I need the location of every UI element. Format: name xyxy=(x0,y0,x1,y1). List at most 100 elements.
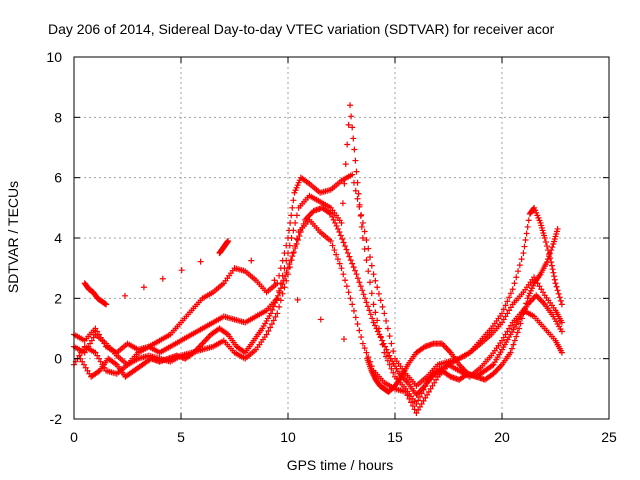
data-point-interp xyxy=(415,397,422,404)
data-point xyxy=(285,250,291,257)
data-point-interp xyxy=(272,313,279,320)
data-point xyxy=(558,301,565,308)
data-point xyxy=(379,337,386,344)
data-point-interp xyxy=(433,376,440,383)
data-point-interp xyxy=(358,334,365,341)
data-point-interp xyxy=(78,349,85,356)
data-point-interp xyxy=(386,352,393,359)
data-point-interp xyxy=(554,287,561,294)
data-point-interp xyxy=(339,236,346,243)
data-point-interp xyxy=(333,251,340,258)
data-point-interp xyxy=(525,217,532,224)
data-point-interp xyxy=(290,249,297,256)
data-point-interp xyxy=(382,343,389,350)
x-tick-label: 15 xyxy=(387,429,403,445)
data-point xyxy=(285,265,291,272)
data-point xyxy=(507,349,514,356)
data-point-interp xyxy=(363,349,370,356)
data-point-interp xyxy=(272,299,279,306)
data-point-interp xyxy=(416,403,423,410)
data-point-interp xyxy=(286,242,293,249)
data-point-interp xyxy=(290,197,297,204)
data-point-interp xyxy=(500,306,507,313)
data-point-interp xyxy=(372,277,379,284)
data-point-interp xyxy=(280,277,287,284)
data-point-interp xyxy=(342,243,349,250)
data-point xyxy=(543,259,550,266)
data-point-interp xyxy=(293,212,300,219)
data-point-interp xyxy=(363,237,370,244)
data-point-interp xyxy=(555,290,562,297)
data-point-interp xyxy=(342,161,349,168)
y-tick-label: 4 xyxy=(54,230,62,246)
data-point-interp xyxy=(523,300,530,307)
data-point-interp xyxy=(376,331,383,338)
data-point-interp xyxy=(536,283,543,290)
data-point xyxy=(359,235,366,241)
data-point-interp xyxy=(507,322,514,329)
data-point-interp xyxy=(383,317,390,324)
data-point-interp xyxy=(86,370,93,377)
data-point-interp xyxy=(361,246,368,253)
data-point-interp xyxy=(279,281,286,288)
data-point-interp xyxy=(520,310,527,317)
data-point-interp xyxy=(354,275,361,282)
data-point-interp xyxy=(359,287,366,294)
data-point-interp xyxy=(294,296,301,303)
data-point-interp xyxy=(551,273,558,280)
data-point-interp xyxy=(275,292,282,299)
data-point-interp xyxy=(418,400,425,407)
data-point-interp xyxy=(290,227,297,234)
data-point-interp xyxy=(513,333,520,340)
data-point xyxy=(370,271,377,278)
data-point-interp xyxy=(270,303,277,310)
data-point-interp xyxy=(363,257,370,264)
data-point xyxy=(225,238,232,245)
data-point-interp xyxy=(197,258,204,265)
data-point-interp xyxy=(515,268,522,275)
data-point xyxy=(381,310,388,317)
data-point-interp xyxy=(506,307,513,314)
data-point-interp xyxy=(277,285,284,292)
data-point-interp xyxy=(265,328,272,335)
data-point-interp xyxy=(556,294,563,301)
data-point-interp xyxy=(342,277,349,284)
data-point-interp xyxy=(345,121,352,128)
data-point-interp xyxy=(374,328,381,335)
data-point-interp xyxy=(408,399,415,406)
data-point xyxy=(558,349,565,356)
data-point-interp xyxy=(524,223,531,230)
data-point xyxy=(402,388,409,395)
data-point-interp xyxy=(350,135,357,142)
data-point-interp xyxy=(375,290,382,297)
data-point-interp xyxy=(297,228,304,235)
data-point xyxy=(558,319,565,326)
data-point-interp xyxy=(364,303,371,310)
data-point-interp xyxy=(347,295,354,302)
data-point-interp xyxy=(288,235,295,241)
data-point-interp xyxy=(293,236,300,243)
data-point-interp xyxy=(543,243,550,250)
data-point-interp xyxy=(377,297,384,304)
data-point-interp xyxy=(281,284,288,291)
data-point-interp xyxy=(548,247,555,254)
data-point xyxy=(263,331,270,338)
data-point-interp xyxy=(351,146,358,153)
data-point-interp xyxy=(504,298,511,305)
data-point-interp xyxy=(292,245,299,252)
series-track-3 xyxy=(71,216,565,416)
data-point-interp xyxy=(354,320,361,327)
data-point-interp xyxy=(292,219,299,226)
data-point-interp xyxy=(548,262,555,269)
data-point-interp xyxy=(384,349,391,356)
data-point-interp xyxy=(374,284,381,291)
data-point-interp xyxy=(332,219,339,226)
data-point xyxy=(276,289,283,296)
data-point xyxy=(353,168,360,175)
data-point-interp xyxy=(372,309,379,316)
data-point-interp xyxy=(506,294,513,301)
data-point-interp xyxy=(282,273,289,280)
y-tick-label: 8 xyxy=(54,109,62,125)
data-point-interp xyxy=(352,187,359,194)
